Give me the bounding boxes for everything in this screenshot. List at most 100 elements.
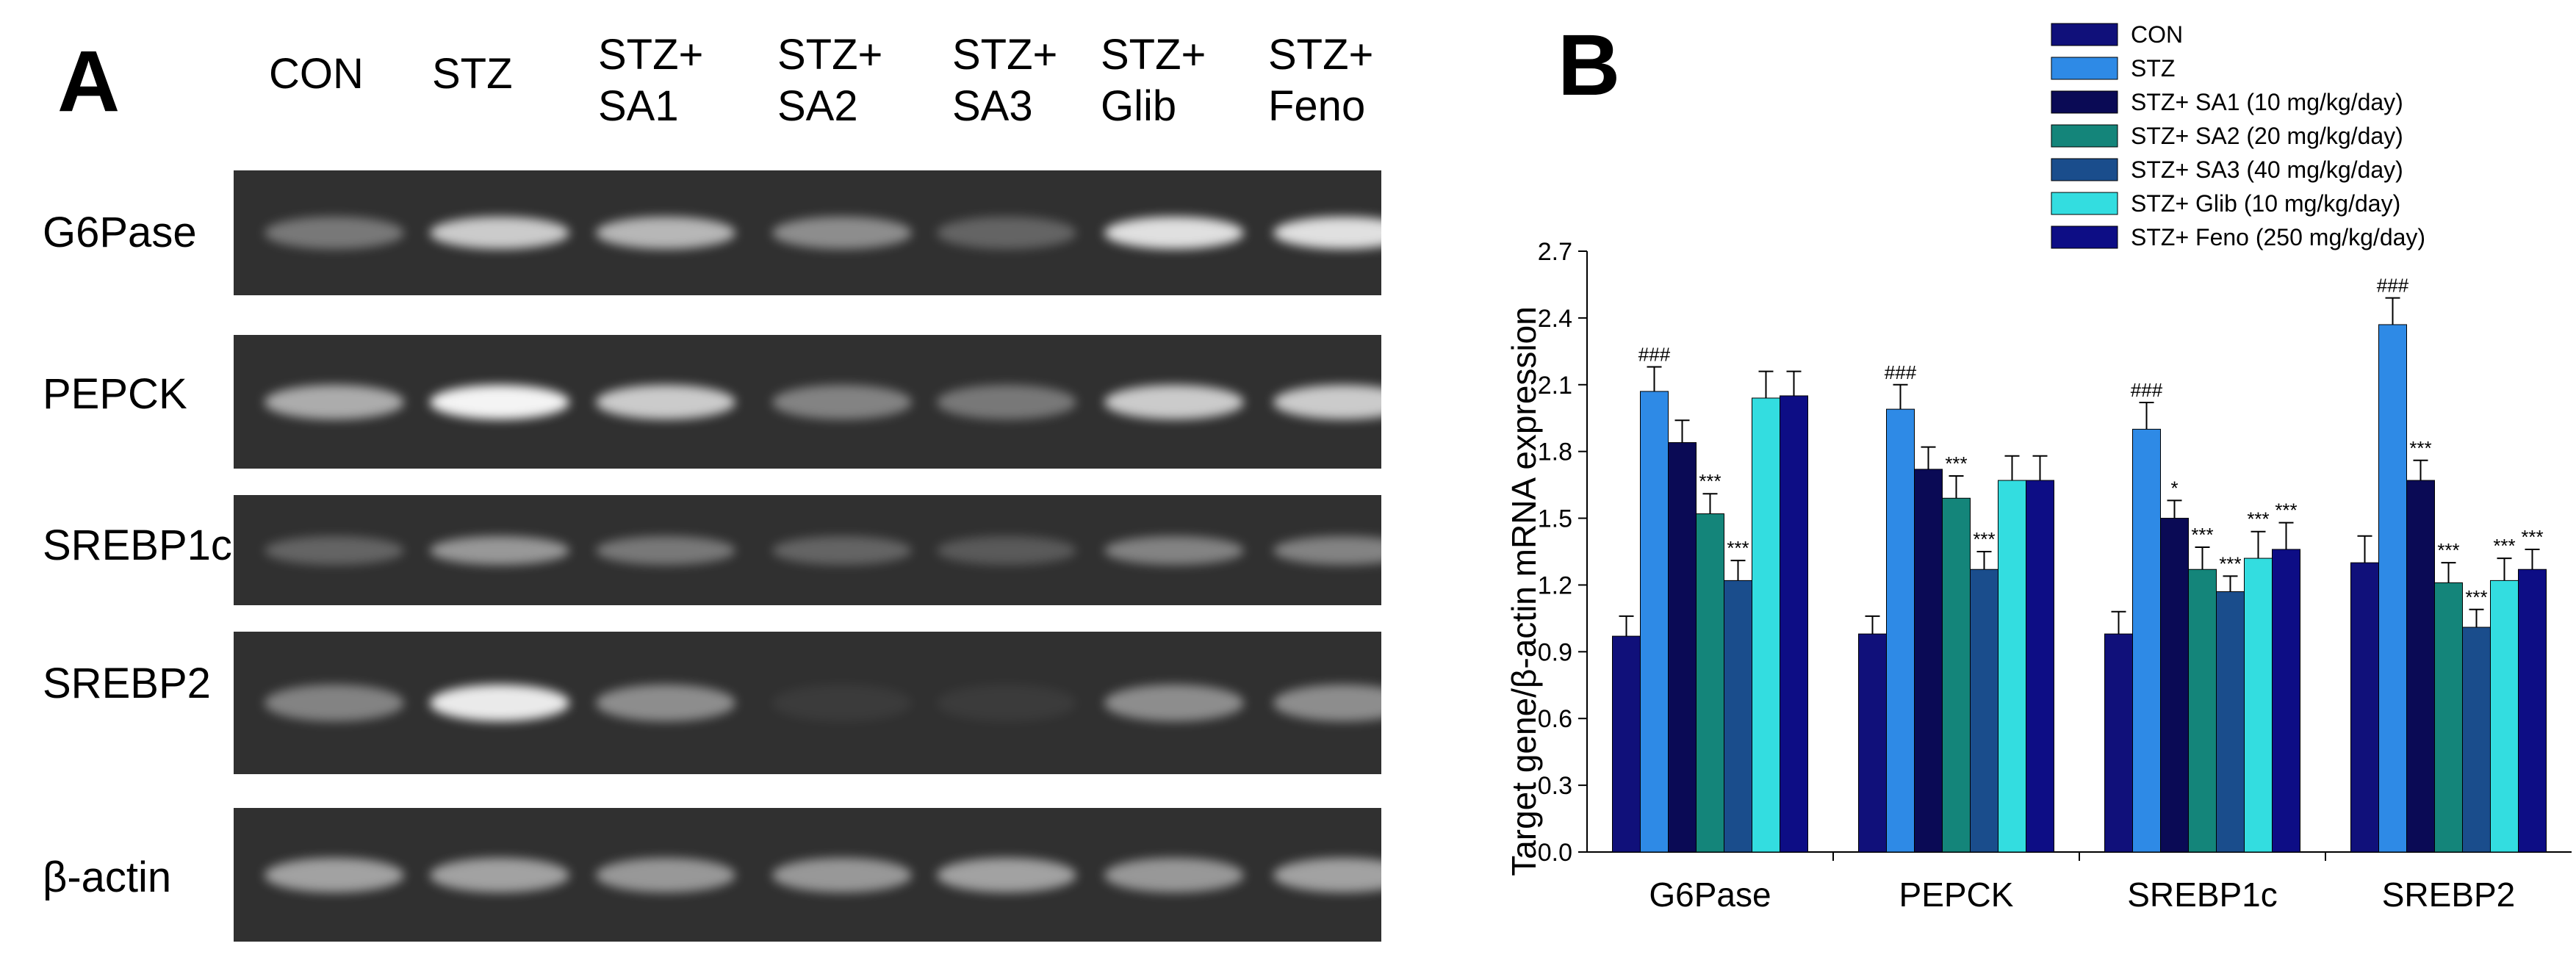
bar bbox=[1998, 480, 2026, 853]
gel-band bbox=[772, 536, 912, 565]
bar bbox=[2406, 480, 2435, 853]
legend-label: STZ+ Feno (250 mg/kg/day) bbox=[2131, 224, 2425, 250]
significance-label: *** bbox=[2409, 437, 2431, 459]
significance-label: *** bbox=[1699, 470, 1721, 492]
bar bbox=[2378, 324, 2407, 853]
y-tick-label: 1.8 bbox=[1538, 438, 1572, 466]
chart-bars: ###******###******###********** ***###***… bbox=[1612, 275, 2547, 853]
significance-label: ### bbox=[1638, 344, 1671, 366]
significance-label: ### bbox=[2377, 275, 2409, 297]
gel-strip bbox=[234, 170, 1381, 295]
bar bbox=[1724, 580, 1752, 853]
bar bbox=[2026, 480, 2054, 853]
gel-band bbox=[265, 685, 404, 721]
lane-label: STZ+ SA3 bbox=[952, 31, 1058, 130]
panel-b-letter: B bbox=[1558, 17, 1621, 114]
panel-a-letter: A bbox=[57, 33, 120, 130]
significance-label: *** bbox=[2521, 526, 2543, 548]
gel-band bbox=[1273, 217, 1381, 249]
x-category-label: SREBP1c bbox=[2127, 876, 2278, 914]
gel-band bbox=[937, 385, 1076, 419]
bar bbox=[2462, 627, 2491, 853]
lane-label: STZ+ Feno bbox=[1268, 31, 1374, 130]
gel-band bbox=[430, 858, 569, 892]
gel-row-label: SREBP2 bbox=[43, 660, 211, 707]
significance-label: ### bbox=[1885, 361, 1917, 383]
chart-legend: CON STZ STZ+ SA1 (10 mg/kg/day) STZ+ SA2 (2… bbox=[2051, 21, 2425, 250]
bar bbox=[1780, 395, 1808, 853]
bar bbox=[1612, 635, 1641, 853]
bar bbox=[2490, 580, 2519, 853]
gel-band bbox=[596, 217, 735, 249]
chart-axes: 0.0 0.3 0.6 0.9 1.2 1.5 1.8 2.1 2.4 2.7 G6Pase PEPC… bbox=[1538, 238, 2572, 914]
gel-band bbox=[1273, 385, 1381, 419]
y-tick-label: 1.2 bbox=[1538, 571, 1572, 599]
significance-label: *** bbox=[1945, 452, 1967, 474]
gel-band bbox=[265, 858, 404, 892]
gel-band bbox=[596, 685, 735, 721]
bar bbox=[1668, 442, 1697, 853]
bar bbox=[1970, 568, 1998, 853]
gel-band bbox=[937, 858, 1076, 892]
bar bbox=[2132, 428, 2161, 853]
gel-band bbox=[596, 385, 735, 419]
bar bbox=[1886, 408, 1915, 853]
gel-band bbox=[430, 536, 569, 565]
gel-band bbox=[772, 385, 912, 419]
legend-label: STZ+ SA2 (20 mg/kg/day) bbox=[2131, 123, 2403, 149]
bar bbox=[2434, 582, 2463, 853]
gel-band bbox=[430, 385, 569, 419]
legend-label: STZ+ Glib (10 mg/kg/day) bbox=[2131, 190, 2400, 217]
bar bbox=[1696, 513, 1724, 853]
bar bbox=[1752, 397, 1780, 853]
gel-strip bbox=[234, 495, 1381, 605]
significance-label: *** bbox=[2247, 508, 2269, 530]
gel-band bbox=[1273, 858, 1381, 892]
legend-swatch bbox=[2051, 57, 2118, 80]
gel-band bbox=[596, 858, 735, 892]
significance-label: *** bbox=[2219, 552, 2241, 574]
bar bbox=[1914, 469, 1943, 853]
legend-swatch bbox=[2051, 225, 2118, 249]
bar bbox=[2244, 557, 2273, 853]
gel-band bbox=[1104, 858, 1244, 892]
bar bbox=[2216, 591, 2245, 853]
y-tick-label: 0.0 bbox=[1538, 839, 1572, 867]
legend-label: CON bbox=[2131, 21, 2183, 48]
significance-label: *** bbox=[2465, 586, 2487, 608]
significance-label: *** bbox=[2437, 539, 2459, 561]
lane-label: STZ+ SA2 bbox=[777, 31, 883, 130]
y-tick-label: 2.4 bbox=[1538, 305, 1572, 333]
gel-row-label: PEPCK bbox=[43, 370, 187, 418]
gel-band bbox=[430, 217, 569, 249]
legend-label: STZ+ SA1 (10 mg/kg/day) bbox=[2131, 89, 2403, 115]
bar bbox=[2160, 518, 2189, 853]
gel-band bbox=[772, 685, 912, 721]
gel-band bbox=[772, 217, 912, 249]
y-tick-label: 0.3 bbox=[1538, 772, 1572, 800]
lane-label: STZ+ SA1 bbox=[598, 31, 704, 130]
x-category-label: G6Pase bbox=[1649, 876, 1771, 914]
gel-band bbox=[265, 536, 404, 565]
significance-label: *** bbox=[1973, 528, 1995, 550]
bar bbox=[2188, 568, 2217, 853]
gel-band bbox=[1104, 685, 1244, 721]
significance-label: ### bbox=[2131, 379, 2163, 401]
bar bbox=[1640, 391, 1669, 853]
gel-band bbox=[265, 217, 404, 249]
y-tick-label: 2.7 bbox=[1538, 238, 1572, 266]
gel-row-label: G6Pase bbox=[43, 209, 197, 256]
x-category-label: SREBP2 bbox=[2382, 876, 2516, 914]
bar bbox=[1942, 497, 1971, 853]
legend-label: STZ+ SA3 (40 mg/kg/day) bbox=[2131, 156, 2403, 183]
gel-row-label: β-actin bbox=[43, 853, 172, 901]
gel-strip bbox=[234, 632, 1381, 774]
legend-swatch bbox=[2051, 192, 2118, 215]
gel-strip bbox=[234, 335, 1381, 469]
gel-band bbox=[937, 685, 1076, 721]
significance-label: *** bbox=[1727, 537, 1749, 559]
lane-label: STZ bbox=[432, 50, 513, 98]
y-axis-label: Target gene/β-actin mRNA expression bbox=[1505, 306, 1543, 876]
lane-label: CON bbox=[269, 50, 364, 98]
gel-strip bbox=[234, 808, 1381, 942]
